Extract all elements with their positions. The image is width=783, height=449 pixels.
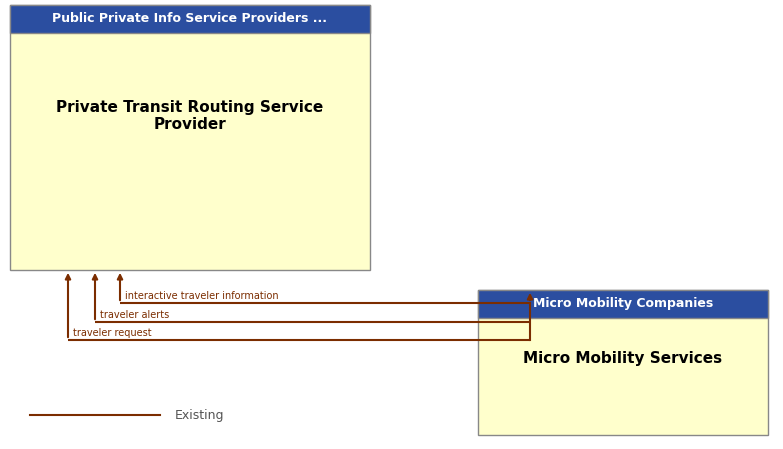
Text: Private Transit Routing Service
Provider: Private Transit Routing Service Provider [56,100,323,132]
Text: traveler alerts: traveler alerts [100,310,169,320]
Text: interactive traveler information: interactive traveler information [125,291,279,301]
Text: traveler request: traveler request [73,328,152,338]
Text: Micro Mobility Companies: Micro Mobility Companies [533,298,713,311]
Bar [478,290,768,435]
Text: Existing: Existing [175,409,225,422]
Bar [10,5,370,33]
Bar [478,290,768,318]
Text: Public Private Info Service Providers ...: Public Private Info Service Providers ..… [52,13,327,26]
Text: Micro Mobility Services: Micro Mobility Services [524,352,723,366]
Bar [10,5,370,270]
